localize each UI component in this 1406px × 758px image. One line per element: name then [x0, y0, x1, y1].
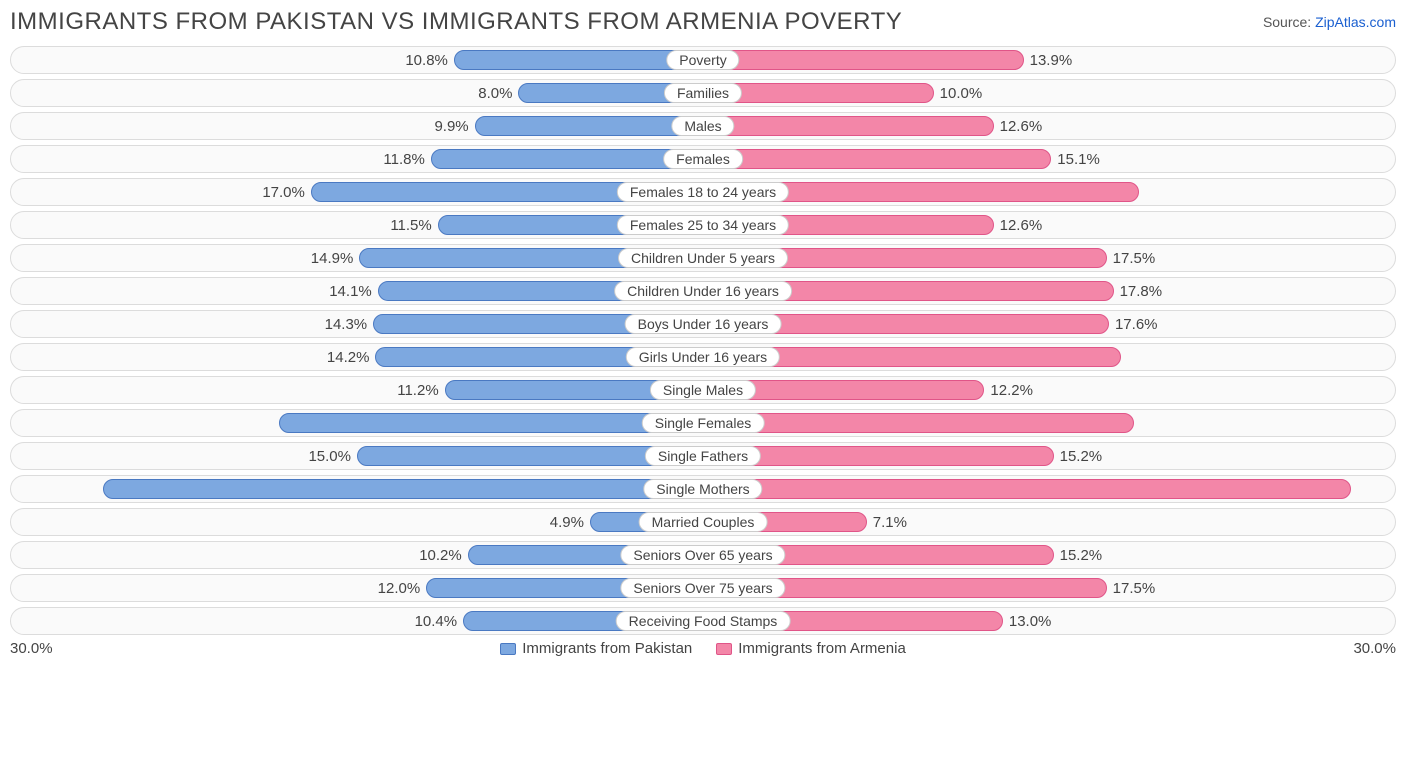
- value-left: 14.3%: [325, 311, 368, 337]
- value-left: 12.0%: [378, 575, 421, 601]
- legend-swatch-right: [716, 643, 732, 655]
- chart-row: 26.0%28.1%Single Mothers: [10, 475, 1396, 503]
- value-left: 17.0%: [262, 179, 305, 205]
- value-right: 12.6%: [1000, 113, 1043, 139]
- chart-row: 12.0% 17.5% Seniors Over 75 years: [10, 574, 1396, 602]
- value-left: 11.2%: [397, 377, 438, 403]
- bar-right: [703, 50, 1024, 70]
- category-label: Boys Under 16 years: [625, 314, 782, 334]
- chart-row: 10.4% 13.0% Receiving Food Stamps: [10, 607, 1396, 635]
- bar-right: [703, 116, 994, 136]
- category-label: Children Under 16 years: [614, 281, 792, 301]
- value-right: 12.6%: [1000, 212, 1043, 238]
- value-left: 10.2%: [419, 542, 462, 568]
- value-left: 10.8%: [405, 47, 448, 73]
- chart-row: 9.9% 12.6% Males: [10, 112, 1396, 140]
- value-right: 17.5%: [1113, 575, 1156, 601]
- value-right: 17.5%: [1113, 245, 1156, 271]
- source-label: Source:: [1263, 14, 1311, 30]
- value-left: 26.0%: [103, 476, 703, 502]
- category-label: Seniors Over 65 years: [620, 545, 785, 565]
- legend-item-left: Immigrants from Pakistan: [500, 640, 692, 657]
- category-label: Children Under 5 years: [618, 248, 788, 268]
- category-label: Married Couples: [639, 512, 768, 532]
- value-right: 12.2%: [990, 377, 1033, 403]
- bar-right: [703, 149, 1051, 169]
- chart-row: 10.2% 15.2% Seniors Over 65 years: [10, 541, 1396, 569]
- chart-row: 10.8% 13.9% Poverty: [10, 46, 1396, 74]
- header: IMMIGRANTS FROM PAKISTAN VS IMMIGRANTS F…: [10, 8, 1396, 36]
- value-right: 13.9%: [1030, 47, 1073, 73]
- value-right: 10.0%: [940, 80, 983, 106]
- value-left: 10.4%: [415, 608, 458, 634]
- value-left: 15.0%: [308, 443, 351, 469]
- legend: Immigrants from Pakistan Immigrants from…: [500, 640, 906, 657]
- axis-right-max: 30.0%: [1353, 640, 1396, 657]
- chart-row: 15.0% 15.2% Single Fathers: [10, 442, 1396, 470]
- source-attribution: Source: ZipAtlas.com: [1263, 14, 1396, 30]
- value-left: 18.4%: [279, 410, 703, 436]
- bar-left: [475, 116, 703, 136]
- diverging-bar-chart: 10.8% 13.9% Poverty 8.0% 10.0% Families 9.9% 12…: [10, 46, 1396, 635]
- category-label: Single Mothers: [643, 479, 762, 499]
- legend-label-right: Immigrants from Armenia: [738, 640, 906, 657]
- axis-row: 30.0% Immigrants from Pakistan Immigrant…: [10, 640, 1396, 657]
- legend-swatch-left: [500, 643, 516, 655]
- value-left: 8.0%: [478, 80, 512, 106]
- value-left: 14.1%: [329, 278, 372, 304]
- value-left: 14.9%: [311, 245, 354, 271]
- value-right: 15.2%: [1060, 542, 1103, 568]
- chart-row: 18.4%18.7%Single Females: [10, 409, 1396, 437]
- chart-row: 17.0%18.9%Females 18 to 24 years: [10, 178, 1396, 206]
- chart-row: 11.2% 12.2% Single Males: [10, 376, 1396, 404]
- chart-row: 8.0% 10.0% Families: [10, 79, 1396, 107]
- category-label: Seniors Over 75 years: [620, 578, 785, 598]
- category-label: Poverty: [666, 50, 739, 70]
- category-label: Females: [663, 149, 743, 169]
- value-right: 15.1%: [1057, 146, 1100, 172]
- legend-label-left: Immigrants from Pakistan: [522, 640, 692, 657]
- chart-row: 14.2%18.1%Girls Under 16 years: [10, 343, 1396, 371]
- value-right: 28.1%: [703, 476, 1351, 502]
- chart-row: 11.8% 15.1% Females: [10, 145, 1396, 173]
- category-label: Receiving Food Stamps: [616, 611, 791, 631]
- category-label: Single Males: [650, 380, 756, 400]
- category-label: Families: [664, 83, 742, 103]
- chart-row: 14.9% 17.5% Children Under 5 years: [10, 244, 1396, 272]
- value-right: 13.0%: [1009, 608, 1052, 634]
- value-left: 11.8%: [383, 146, 424, 172]
- value-left: 4.9%: [550, 509, 584, 535]
- value-right: 15.2%: [1060, 443, 1103, 469]
- legend-item-right: Immigrants from Armenia: [716, 640, 906, 657]
- category-label: Single Fathers: [645, 446, 761, 466]
- value-left: 11.5%: [390, 212, 431, 238]
- axis-left-max: 30.0%: [10, 640, 53, 657]
- category-label: Single Females: [642, 413, 765, 433]
- value-left: 14.2%: [327, 344, 370, 370]
- value-right: 17.6%: [1115, 311, 1158, 337]
- category-label: Females 18 to 24 years: [617, 182, 789, 202]
- chart-row: 4.9% 7.1% Married Couples: [10, 508, 1396, 536]
- value-left: 9.9%: [434, 113, 468, 139]
- chart-row: 14.3% 17.6% Boys Under 16 years: [10, 310, 1396, 338]
- category-label: Males: [671, 116, 734, 136]
- chart-row: 14.1% 17.8% Children Under 16 years: [10, 277, 1396, 305]
- category-label: Girls Under 16 years: [626, 347, 780, 367]
- chart-row: 11.5% 12.6% Females 25 to 34 years: [10, 211, 1396, 239]
- source-link[interactable]: ZipAtlas.com: [1315, 14, 1396, 30]
- page-title: IMMIGRANTS FROM PAKISTAN VS IMMIGRANTS F…: [10, 8, 902, 36]
- value-right: 18.7%: [703, 410, 1134, 436]
- value-right: 17.8%: [1120, 278, 1163, 304]
- category-label: Females 25 to 34 years: [617, 215, 789, 235]
- value-right: 7.1%: [873, 509, 907, 535]
